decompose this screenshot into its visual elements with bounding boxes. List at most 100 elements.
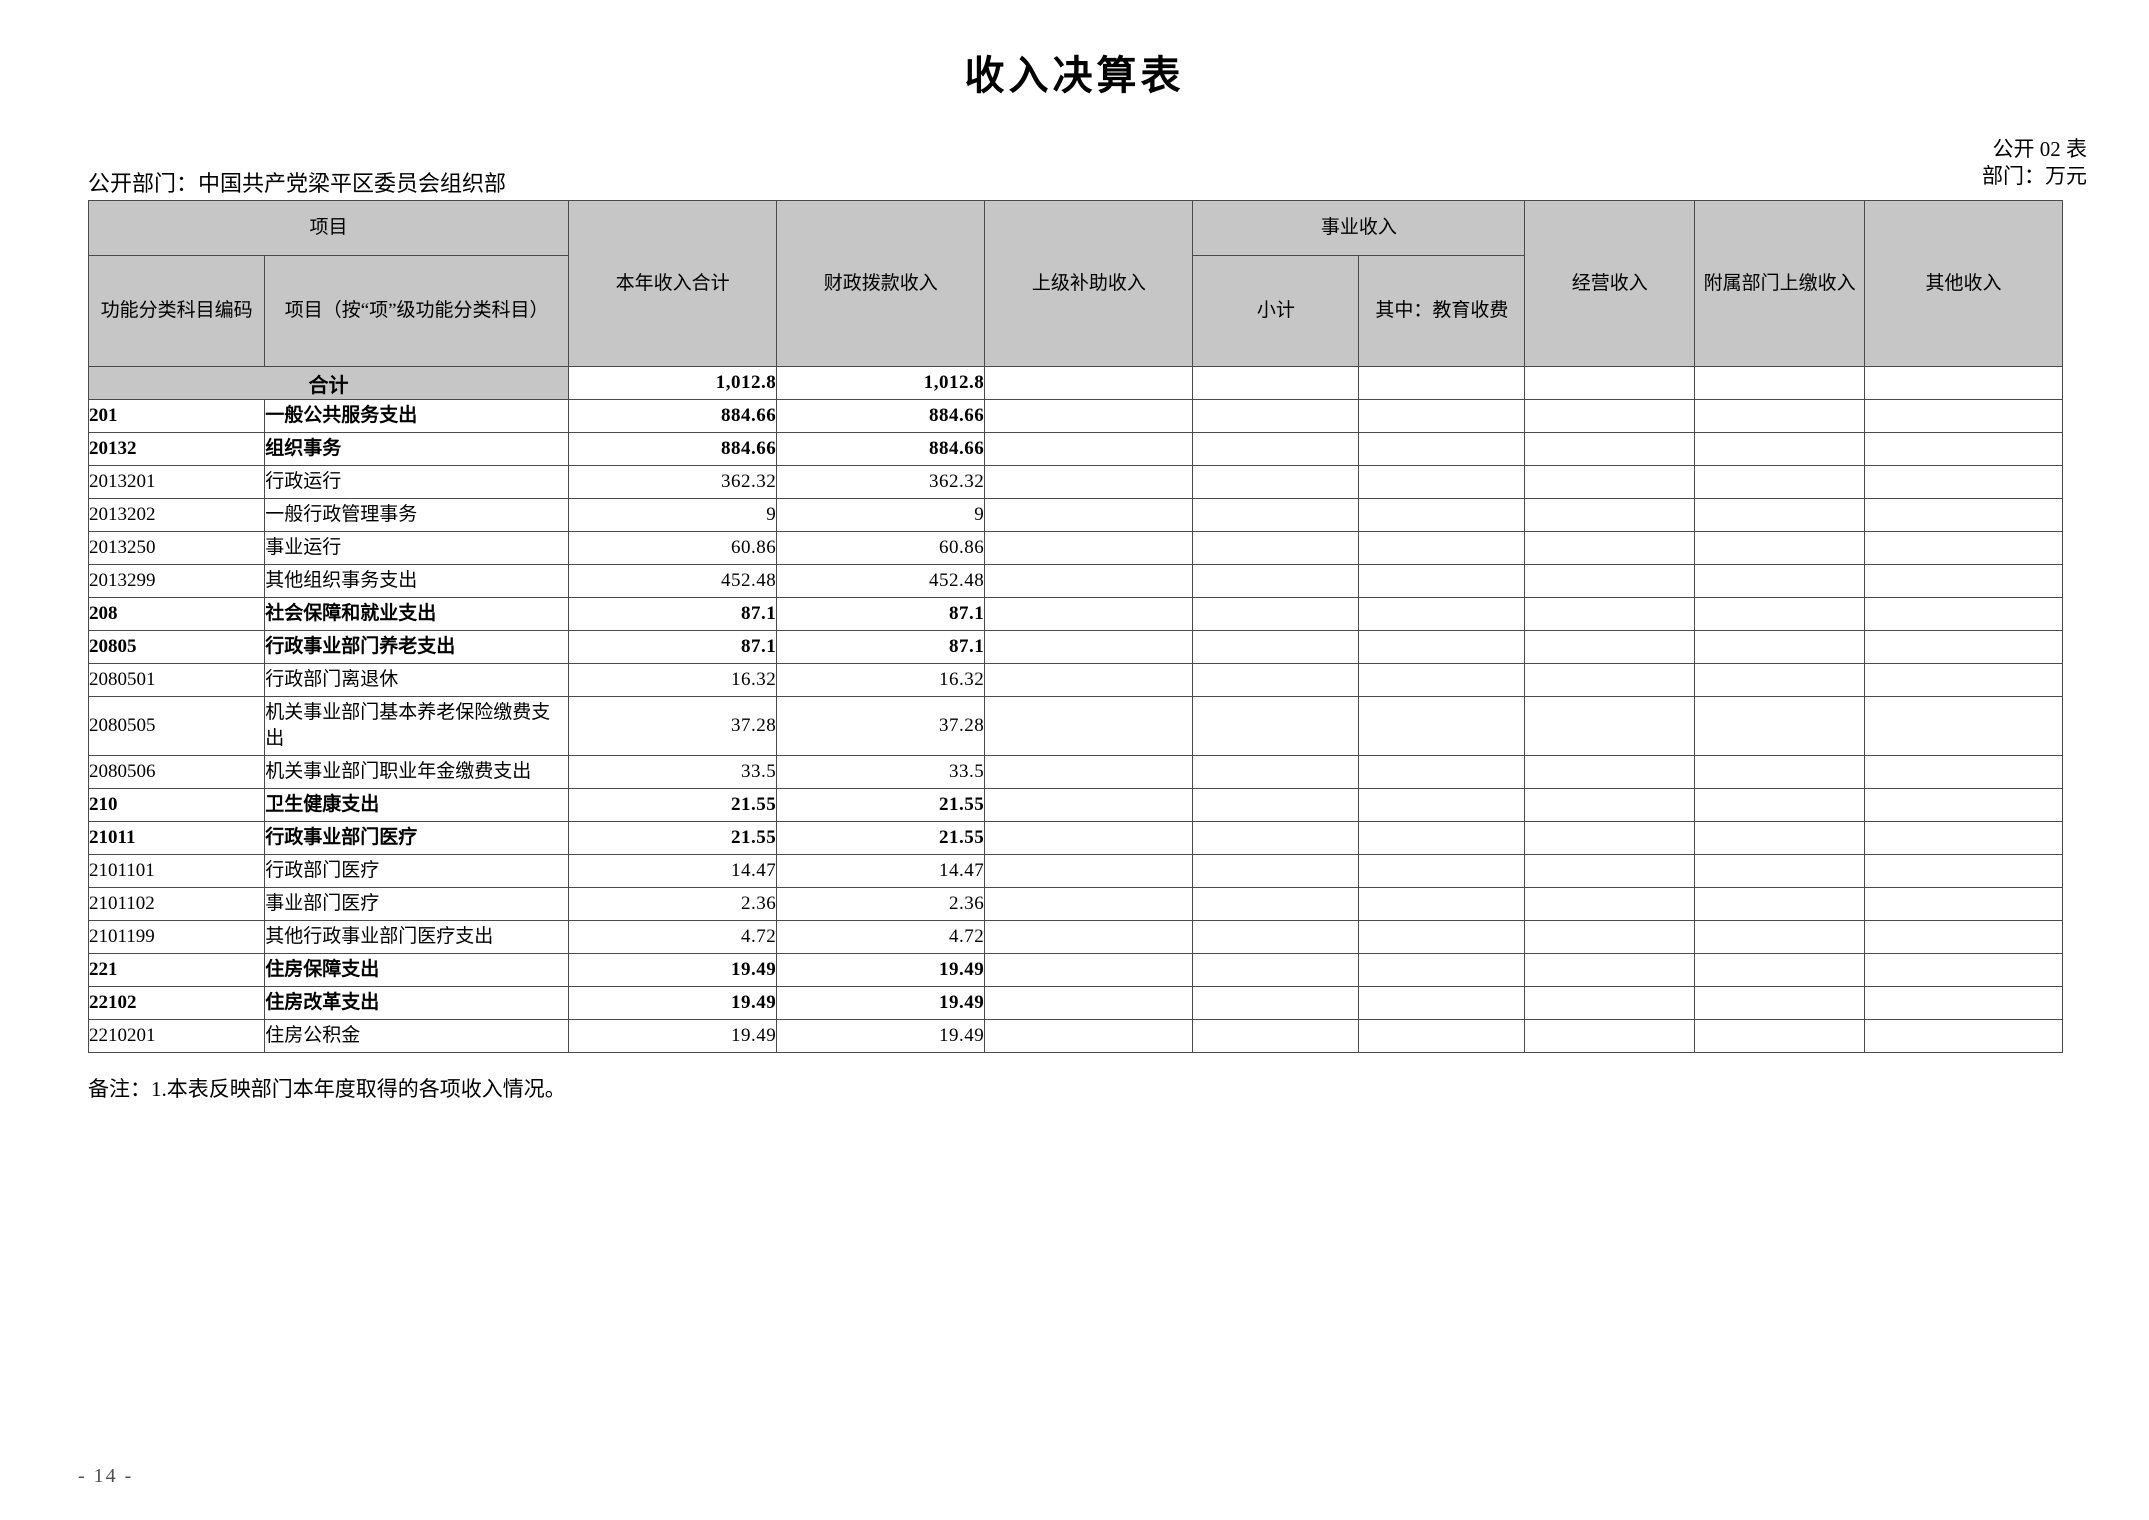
- row-business-education: [1358, 564, 1526, 598]
- row-superior: [984, 821, 1194, 855]
- row-item-name: 事业运行: [264, 531, 570, 565]
- row-fiscal: 21.55: [776, 821, 986, 855]
- total-row-business-education: [1358, 366, 1526, 400]
- row-total: 87.1: [568, 630, 778, 664]
- row-item-name: 其他组织事务支出: [264, 564, 570, 598]
- row-superior: [984, 564, 1194, 598]
- page-title: 收入决算表: [964, 53, 1185, 98]
- row-business-subtotal: [1192, 821, 1360, 855]
- row-total: 87.1: [568, 597, 778, 631]
- row-total: 14.47: [568, 854, 778, 888]
- row-fiscal: 884.66: [776, 432, 986, 466]
- row-fiscal: 21.55: [776, 788, 986, 822]
- row-fiscal: 16.32: [776, 663, 986, 697]
- header-business-subtotal: 小计: [1192, 255, 1360, 367]
- header-operating: 经营收入: [1524, 200, 1696, 367]
- row-business-subtotal: [1192, 597, 1360, 631]
- table-row: 2080506 机关事业部门职业年金缴费支出 33.5 33.5: [87, 755, 2063, 789]
- header-business-income-group: 事业收入: [1192, 200, 1526, 256]
- row-fiscal: 60.86: [776, 531, 986, 565]
- row-business-subtotal: [1192, 1019, 1360, 1053]
- row-fiscal: 19.49: [776, 953, 986, 987]
- row-operating: [1524, 498, 1696, 532]
- row-affiliated: [1694, 953, 1866, 987]
- table-row: 2013201 行政运行 362.32 362.32: [87, 465, 2063, 499]
- row-business-education: [1358, 531, 1526, 565]
- row-fiscal: 33.5: [776, 755, 986, 789]
- row-fiscal: 4.72: [776, 920, 986, 954]
- row-operating: [1524, 920, 1696, 954]
- row-other: [1864, 465, 2063, 499]
- row-affiliated: [1694, 399, 1866, 433]
- row-affiliated: [1694, 788, 1866, 822]
- header-business-education: 其中：教育收费: [1358, 255, 1526, 367]
- row-code: 2080501: [87, 663, 266, 697]
- row-superior: [984, 663, 1194, 697]
- row-affiliated: [1694, 821, 1866, 855]
- row-affiliated: [1694, 986, 1866, 1020]
- row-fiscal: 9: [776, 498, 986, 532]
- unit-label: 部门：万元: [1982, 164, 2087, 188]
- row-operating: [1524, 1019, 1696, 1053]
- total-row-label: 合计: [87, 366, 570, 400]
- row-code: 208: [87, 597, 266, 631]
- row-total: 21.55: [568, 788, 778, 822]
- total-row-total: 1,012.8: [568, 366, 778, 400]
- header-superior: 上级补助收入: [984, 200, 1194, 367]
- row-item-name: 住房公积金: [264, 1019, 570, 1053]
- row-total: 19.49: [568, 1019, 778, 1053]
- row-business-education: [1358, 663, 1526, 697]
- row-superior: [984, 920, 1194, 954]
- row-code: 20132: [87, 432, 266, 466]
- row-affiliated: [1694, 663, 1866, 697]
- row-affiliated: [1694, 432, 1866, 466]
- row-affiliated: [1694, 465, 1866, 499]
- row-code: 2101102: [87, 887, 266, 921]
- table-row: 2013202 一般行政管理事务 9 9: [87, 498, 2063, 532]
- row-total: 60.86: [568, 531, 778, 565]
- row-item-name: 卫生健康支出: [264, 788, 570, 822]
- row-business-education: [1358, 498, 1526, 532]
- page-number: - 14 -: [78, 1465, 134, 1487]
- table-body: 合计 1,012.8 1,012.8 201 一般公共服务支出 884.66 884.66 2…: [87, 366, 2063, 1053]
- row-business-subtotal: [1192, 854, 1360, 888]
- row-superior: [984, 399, 1194, 433]
- row-operating: [1524, 663, 1696, 697]
- row-affiliated: [1694, 1019, 1866, 1053]
- row-superior: [984, 788, 1194, 822]
- row-code: 2013299: [87, 564, 266, 598]
- row-total: 16.32: [568, 663, 778, 697]
- row-item-name: 一般行政管理事务: [264, 498, 570, 532]
- row-superior: [984, 531, 1194, 565]
- row-fiscal: 19.49: [776, 986, 986, 1020]
- header-row-top: 项目 本年收入合计 财政拨款收入 上级补助收入 事业收入 经营收入 附属部门上缴…: [87, 200, 2063, 367]
- row-code: 2101101: [87, 854, 266, 888]
- row-superior: [984, 1019, 1194, 1053]
- row-item-name: 组织事务: [264, 432, 570, 466]
- row-other: [1864, 755, 2063, 789]
- row-affiliated: [1694, 887, 1866, 921]
- row-operating: [1524, 854, 1696, 888]
- row-total: 37.28: [568, 696, 778, 756]
- row-business-education: [1358, 399, 1526, 433]
- row-other: [1864, 788, 2063, 822]
- table-row: 2101102 事业部门医疗 2.36 2.36: [87, 887, 2063, 921]
- table-row: 201 一般公共服务支出 884.66 884.66: [87, 399, 2063, 433]
- table-row: 2210201 住房公积金 19.49 19.49: [87, 1019, 2063, 1053]
- row-item-name: 行政事业部门医疗: [264, 821, 570, 855]
- row-operating: [1524, 953, 1696, 987]
- table-row: 210 卫生健康支出 21.55 21.55: [87, 788, 2063, 822]
- row-business-subtotal: [1192, 531, 1360, 565]
- row-business-education: [1358, 630, 1526, 664]
- department-line: 公开部门：中国共产党梁平区委员会组织部: [88, 171, 507, 196]
- row-business-subtotal: [1192, 630, 1360, 664]
- row-business-subtotal: [1192, 953, 1360, 987]
- total-row-operating: [1524, 366, 1696, 400]
- row-other: [1864, 630, 2063, 664]
- row-code: 21011: [87, 821, 266, 855]
- row-total: 19.49: [568, 953, 778, 987]
- row-total: 884.66: [568, 432, 778, 466]
- table-row: 20132 组织事务 884.66 884.66: [87, 432, 2063, 466]
- row-code: 22102: [87, 986, 266, 1020]
- row-other: [1864, 887, 2063, 921]
